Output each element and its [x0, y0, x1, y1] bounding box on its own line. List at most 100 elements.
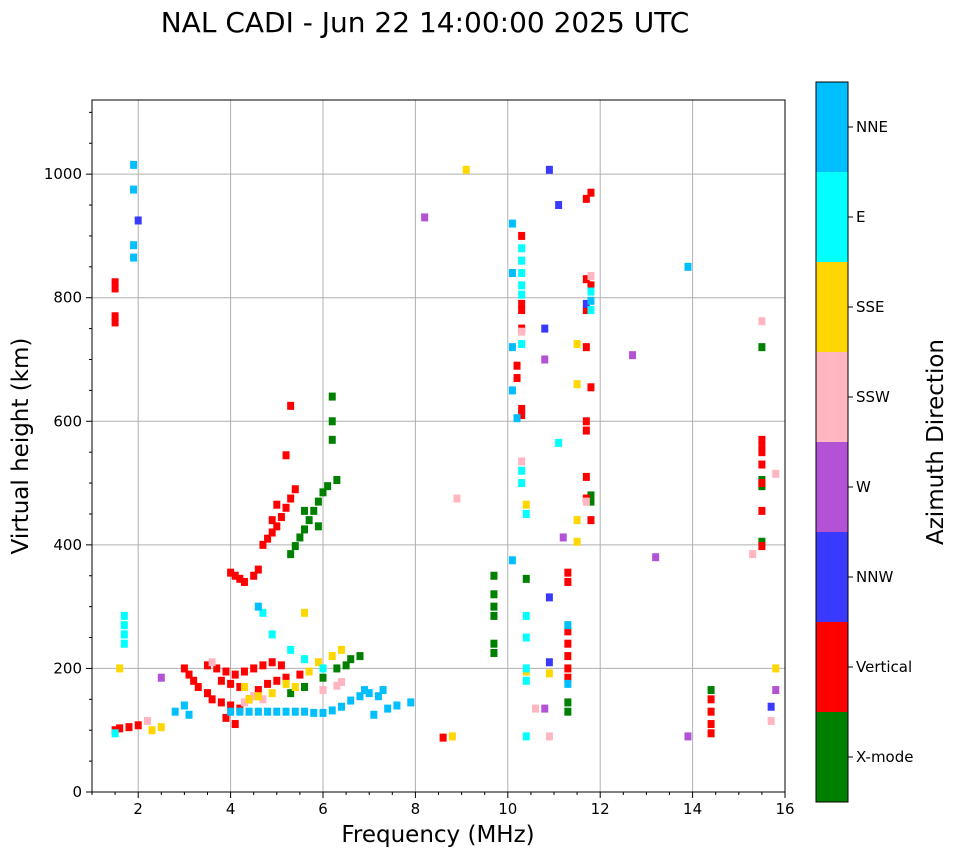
echo-point-x-mode: [328, 417, 336, 426]
echo-point-vertical: [518, 306, 526, 315]
echo-point-vertical: [111, 278, 119, 287]
echo-point-vertical: [194, 682, 202, 691]
echo-point-e: [518, 290, 526, 299]
echo-point-vertical: [587, 281, 595, 290]
echo-point-sse: [573, 537, 581, 546]
echo-point-vertical: [518, 299, 526, 308]
echo-point-x-mode: [301, 506, 309, 515]
x-axis-label: Frequency (MHz): [341, 822, 534, 848]
echo-point-nne: [282, 707, 290, 716]
colorbar-label-ssw: SSW: [856, 388, 890, 406]
echo-point-x-mode: [301, 525, 309, 534]
echo-point-w: [421, 213, 429, 222]
echo-point-w: [157, 673, 165, 682]
echo-point-sse: [254, 692, 262, 701]
echo-point-vertical: [758, 460, 766, 469]
echo-point-nne: [374, 692, 382, 701]
echo-point-sse: [157, 723, 165, 732]
colorbar-segment: [816, 82, 848, 172]
echo-point-x-mode: [287, 689, 295, 698]
echo-point-vertical: [268, 516, 276, 525]
echo-point-w: [541, 355, 549, 364]
echo-point-vertical: [180, 664, 188, 673]
echo-point-vertical: [707, 707, 715, 716]
echo-point-nne: [365, 689, 373, 698]
y-tick-label: 800: [53, 289, 82, 307]
echo-point-sse: [573, 516, 581, 525]
echo-point-x-mode: [342, 661, 350, 670]
y-tick-label: 600: [53, 412, 82, 430]
x-tick-label: 4: [226, 800, 236, 818]
echo-point-x-mode: [587, 497, 595, 506]
echo-point-vertical: [564, 639, 572, 648]
echo-point-nne: [370, 710, 378, 719]
echo-point-w: [541, 704, 549, 713]
echo-point-vertical: [564, 577, 572, 586]
echo-point-ssw: [532, 704, 540, 713]
echo-point-vertical: [231, 670, 239, 679]
x-tick-label: 14: [683, 800, 702, 818]
echo-point-vertical: [273, 676, 281, 685]
echo-point-vertical: [259, 540, 267, 549]
echo-point-ssw: [143, 716, 151, 725]
echo-point-vertical: [134, 721, 142, 730]
echo-point-ssw: [518, 327, 526, 336]
echo-point-ssw: [545, 732, 553, 741]
echo-point-sse: [462, 165, 470, 174]
echo-point-ssw: [749, 550, 757, 559]
echo-point-ssw: [240, 698, 248, 707]
echo-point-vertical: [758, 435, 766, 444]
echo-point-nne: [264, 707, 272, 716]
echo-point-nne: [508, 386, 516, 395]
echo-point-x-mode: [305, 516, 313, 525]
echo-point-vertical: [222, 667, 230, 676]
echo-point-vertical: [758, 479, 766, 488]
colorbar-segment: [816, 712, 848, 802]
echo-point-sse: [116, 664, 124, 673]
echo-point-x-mode: [296, 533, 304, 542]
echo-point-w: [772, 686, 780, 695]
echo-point-ssw: [319, 686, 327, 695]
echo-point-vertical: [291, 485, 299, 494]
echo-point-nne: [254, 707, 262, 716]
echo-point-vertical: [707, 720, 715, 729]
echo-point-ssw: [758, 317, 766, 326]
y-axis-ticks: 0 200 400 600 800 1000: [44, 111, 92, 801]
echo-point-vertical: [564, 652, 572, 661]
echo-point-x-mode: [319, 488, 327, 497]
echo-point-x-mode: [324, 482, 332, 491]
echo-point-vertical: [231, 571, 239, 580]
echo-point-vertical: [582, 417, 590, 426]
colorbar: X-mode Vertical NNW W SSW SSE E NNE: [815, 81, 913, 803]
echo-point-nne: [513, 414, 521, 423]
echo-point-vertical: [513, 361, 521, 370]
echo-point-vertical: [250, 664, 258, 673]
echo-point-x-mode: [314, 522, 322, 531]
echo-point-nne: [273, 707, 281, 716]
echo-point-x-mode: [287, 550, 295, 559]
echo-point-x-mode: [319, 673, 327, 682]
echo-point-vertical: [217, 698, 225, 707]
echo-point-vertical: [287, 401, 295, 410]
echo-point-vertical: [582, 275, 590, 284]
y-tick-label: 1000: [44, 165, 82, 183]
echo-point-nnw: [767, 702, 775, 711]
echo-point-vertical: [518, 231, 526, 240]
echo-point-x-mode: [328, 435, 336, 444]
echo-point-e: [518, 256, 526, 265]
echo-point-nne: [407, 698, 415, 707]
echo-point-sse: [573, 380, 581, 389]
echo-point-nne: [236, 707, 244, 716]
echo-point-x-mode: [564, 707, 572, 716]
echo-point-x-mode: [587, 491, 595, 500]
colorbar-label-sse: SSE: [856, 298, 885, 316]
echo-point-nne: [130, 241, 138, 250]
echo-point-x-mode: [490, 648, 498, 657]
echo-point-e: [268, 630, 276, 639]
echo-point-vertical: [564, 673, 572, 682]
echo-point-vertical: [758, 448, 766, 457]
echo-point-vertical: [236, 682, 244, 691]
echo-point-vertical: [282, 503, 290, 512]
y-axis-label: Virtual height (km): [8, 338, 34, 555]
echo-point-e: [120, 611, 128, 620]
